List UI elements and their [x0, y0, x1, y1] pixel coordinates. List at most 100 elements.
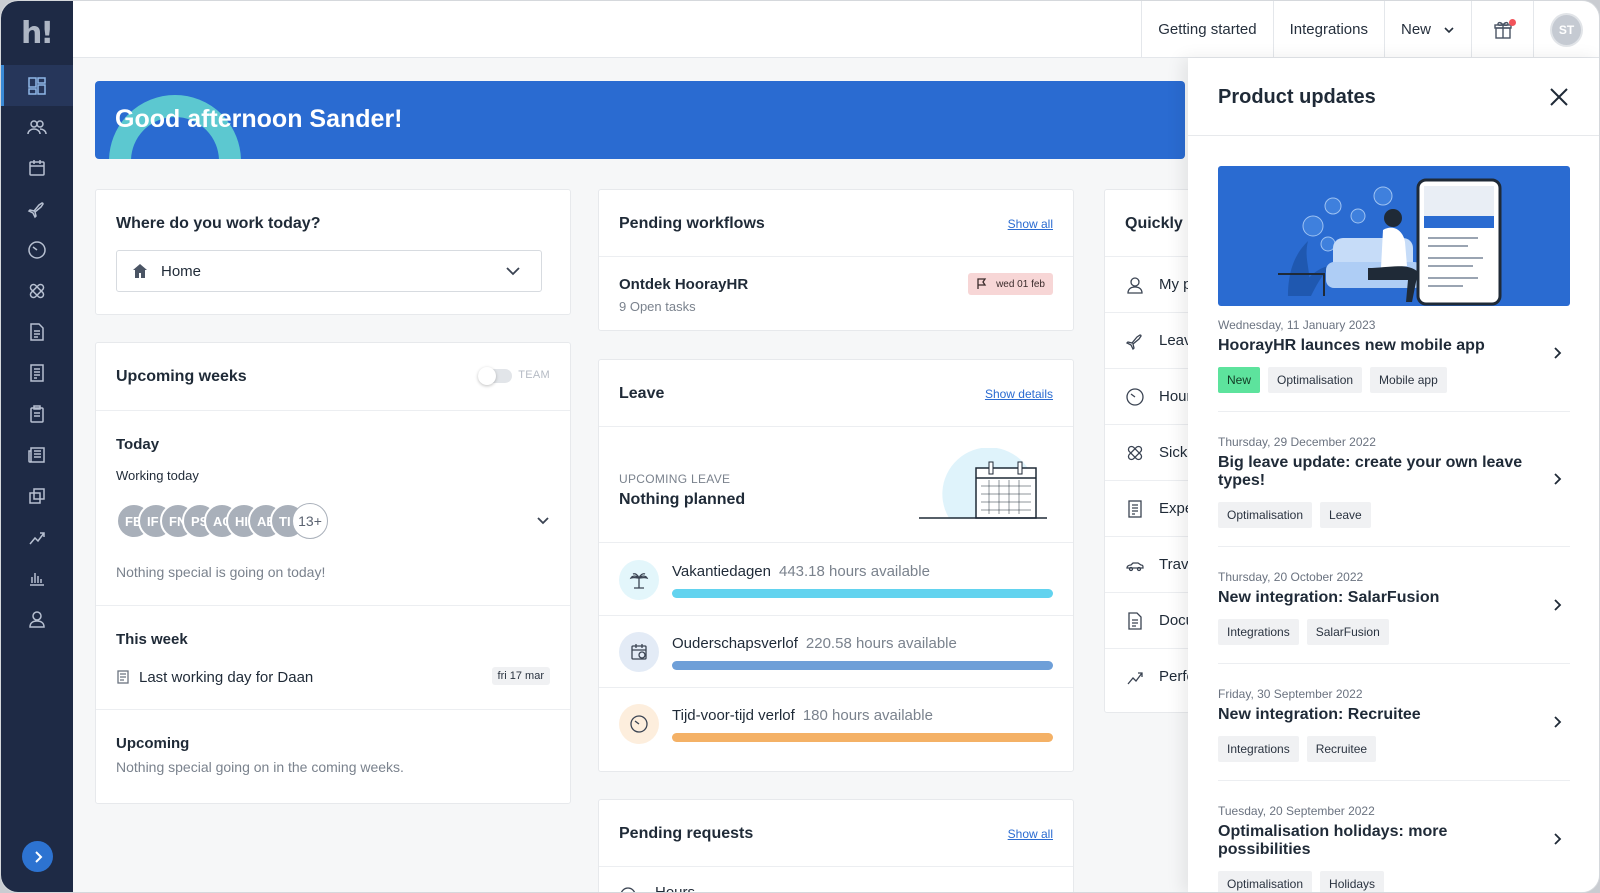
- product-updates-title: Product updates: [1218, 86, 1376, 108]
- sidebar: h!: [1, 1, 73, 892]
- show-leave-details-link[interactable]: Show details: [984, 387, 1053, 401]
- getting-started-link[interactable]: Getting started: [1141, 1, 1272, 58]
- update-tags: Optimalisation Holidays: [1218, 871, 1570, 892]
- update-tags: Integrations SalarFusion: [1218, 619, 1570, 645]
- bandage-icon: [1127, 445, 1143, 460]
- leave-title: Leave: [619, 385, 665, 402]
- leave-type-row[interactable]: Ouderschapsverlof 220.58 hours available: [599, 616, 1073, 688]
- update-item[interactable]: Tuesday, 20 September 2022 Optimalisatio…: [1218, 804, 1570, 892]
- update-tags: New Optimalisation Mobile app: [1218, 367, 1570, 393]
- sidebar-item-dashboard[interactable]: [1, 65, 73, 106]
- sidebar-item-documents[interactable]: [1, 311, 73, 352]
- car-icon: [1126, 561, 1144, 571]
- sidebar-item-leave[interactable]: [1, 188, 73, 229]
- sidebar-item-people[interactable]: [1, 106, 73, 147]
- quick-link-label: Sick: [1159, 444, 1188, 461]
- update-tag: Optimalisation: [1218, 871, 1313, 892]
- upcoming-leave-label: UPCOMING LEAVE: [619, 472, 731, 486]
- update-tag: Holidays: [1320, 871, 1385, 892]
- work-location-title: Where do you work today?: [116, 215, 321, 232]
- work-location-card: Where do you work today? Home: [95, 189, 571, 315]
- plane-icon: [27, 201, 44, 218]
- clock-icon: [630, 715, 648, 733]
- team-toggle[interactable]: [478, 367, 512, 385]
- notification-dot: [1509, 19, 1516, 26]
- quick-link-label: Trave: [1159, 556, 1197, 573]
- leave-type-row[interactable]: Vakantiedagen 443.18 hours available: [599, 544, 1073, 616]
- sidebar-item-workflows[interactable]: [1, 475, 73, 516]
- copy-icon: [29, 487, 45, 504]
- close-icon[interactable]: [1548, 86, 1570, 108]
- flag-icon: [977, 278, 987, 289]
- user-menu[interactable]: ST: [1533, 1, 1599, 58]
- app-logo[interactable]: h!: [21, 16, 54, 51]
- document-icon: [1128, 611, 1142, 630]
- performance-icon: [29, 531, 45, 544]
- update-hero-image[interactable]: [1218, 166, 1570, 306]
- receipt-icon: [30, 363, 44, 382]
- expand-sidebar-button[interactable]: [22, 841, 53, 872]
- request-item-label[interactable]: Hours: [655, 884, 696, 893]
- leave-card: Leave Show details UPCOMING LEAVE Nothin…: [598, 359, 1074, 772]
- leave-type-row[interactable]: Tijd-voor-tijd verlof 180 hours available: [599, 688, 1073, 760]
- update-item[interactable]: Thursday, 20 October 2022 New integratio…: [1218, 570, 1570, 645]
- week-item-date: fri 17 mar: [491, 667, 550, 685]
- sidebar-item-profile[interactable]: [1, 598, 73, 639]
- quick-link-label: Hour: [1159, 388, 1192, 405]
- topbar: Getting started Integrations New ST: [73, 1, 1599, 58]
- sidebar-item-tasks[interactable]: [1, 393, 73, 434]
- show-all-requests-link[interactable]: Show all: [1007, 827, 1053, 841]
- update-item[interactable]: Thursday, 29 December 2022 Big leave upd…: [1218, 435, 1570, 528]
- pending-requests-card: Pending requests Show all Hours: [598, 799, 1074, 893]
- chevron-down-icon: [506, 267, 520, 276]
- update-date: Wednesday, 11 January 2023: [1218, 318, 1376, 332]
- mobile-app-illustration: [1278, 178, 1502, 306]
- leave-progress-bar: [672, 589, 1053, 598]
- chevron-right-icon: [1554, 473, 1562, 485]
- people-icon: [27, 119, 47, 134]
- gift-icon: [1493, 21, 1512, 39]
- update-date: Friday, 30 September 2022: [1218, 687, 1363, 701]
- product-updates-button[interactable]: [1471, 1, 1533, 58]
- work-location-value: Home: [161, 262, 202, 280]
- sidebar-item-performance[interactable]: [1, 516, 73, 557]
- clipboard-icon: [30, 404, 44, 423]
- chevron-right-icon: [1554, 716, 1562, 728]
- chevron-down-icon: [1444, 26, 1454, 33]
- calendar-illustration: [919, 448, 1047, 519]
- chevron-down-icon[interactable]: [536, 514, 550, 528]
- leave-type-icon: [619, 632, 659, 672]
- new-dropdown-label: New: [1400, 21, 1431, 38]
- leave-type-icon: [619, 704, 659, 744]
- update-tag: Integrations: [1218, 619, 1299, 645]
- clock-icon: [28, 240, 46, 259]
- newspaper-icon: [28, 446, 45, 463]
- sidebar-item-sick[interactable]: [1, 270, 73, 311]
- sidebar-item-hours[interactable]: [1, 229, 73, 270]
- integrations-link[interactable]: Integrations: [1272, 1, 1384, 58]
- update-tags: Integrations Recruitee: [1218, 736, 1570, 762]
- sidebar-item-reports[interactable]: [1, 557, 73, 598]
- product-updates-panel: Product updates: [1188, 58, 1599, 892]
- update-tag: Mobile app: [1370, 367, 1447, 393]
- sidebar-item-expenses[interactable]: [1, 352, 73, 393]
- upcoming-note: Nothing special going on in the coming w…: [116, 759, 404, 775]
- sidebar-item-calendar[interactable]: [1, 147, 73, 188]
- chevron-right-icon: [1554, 599, 1562, 611]
- leave-type-label: Tijd-voor-tijd verlof 180 hours available: [672, 707, 933, 724]
- update-title: HoorayHR launces new mobile app: [1218, 337, 1485, 354]
- workflow-due-badge: wed 01 feb: [968, 273, 1053, 295]
- team-toggle-label: TEAM: [518, 369, 550, 381]
- sidebar-item-news[interactable]: [1, 434, 73, 475]
- update-item[interactable]: Friday, 30 September 2022 New integratio…: [1218, 687, 1570, 762]
- update-tag: Integrations: [1218, 736, 1299, 762]
- pending-requests-title: Pending requests: [619, 825, 754, 842]
- new-dropdown[interactable]: New: [1383, 1, 1471, 58]
- show-all-workflows-link[interactable]: Show all: [1007, 217, 1053, 231]
- workflow-item-title[interactable]: Ontdek HoorayHR: [619, 276, 749, 293]
- work-location-select[interactable]: Home: [116, 250, 542, 292]
- document-icon: [30, 322, 44, 341]
- update-item[interactable]: Wednesday, 11 January 2023 HoorayHR laun…: [1218, 318, 1570, 393]
- leave-type-label: Ouderschapsverlof 220.58 hours available: [672, 635, 957, 652]
